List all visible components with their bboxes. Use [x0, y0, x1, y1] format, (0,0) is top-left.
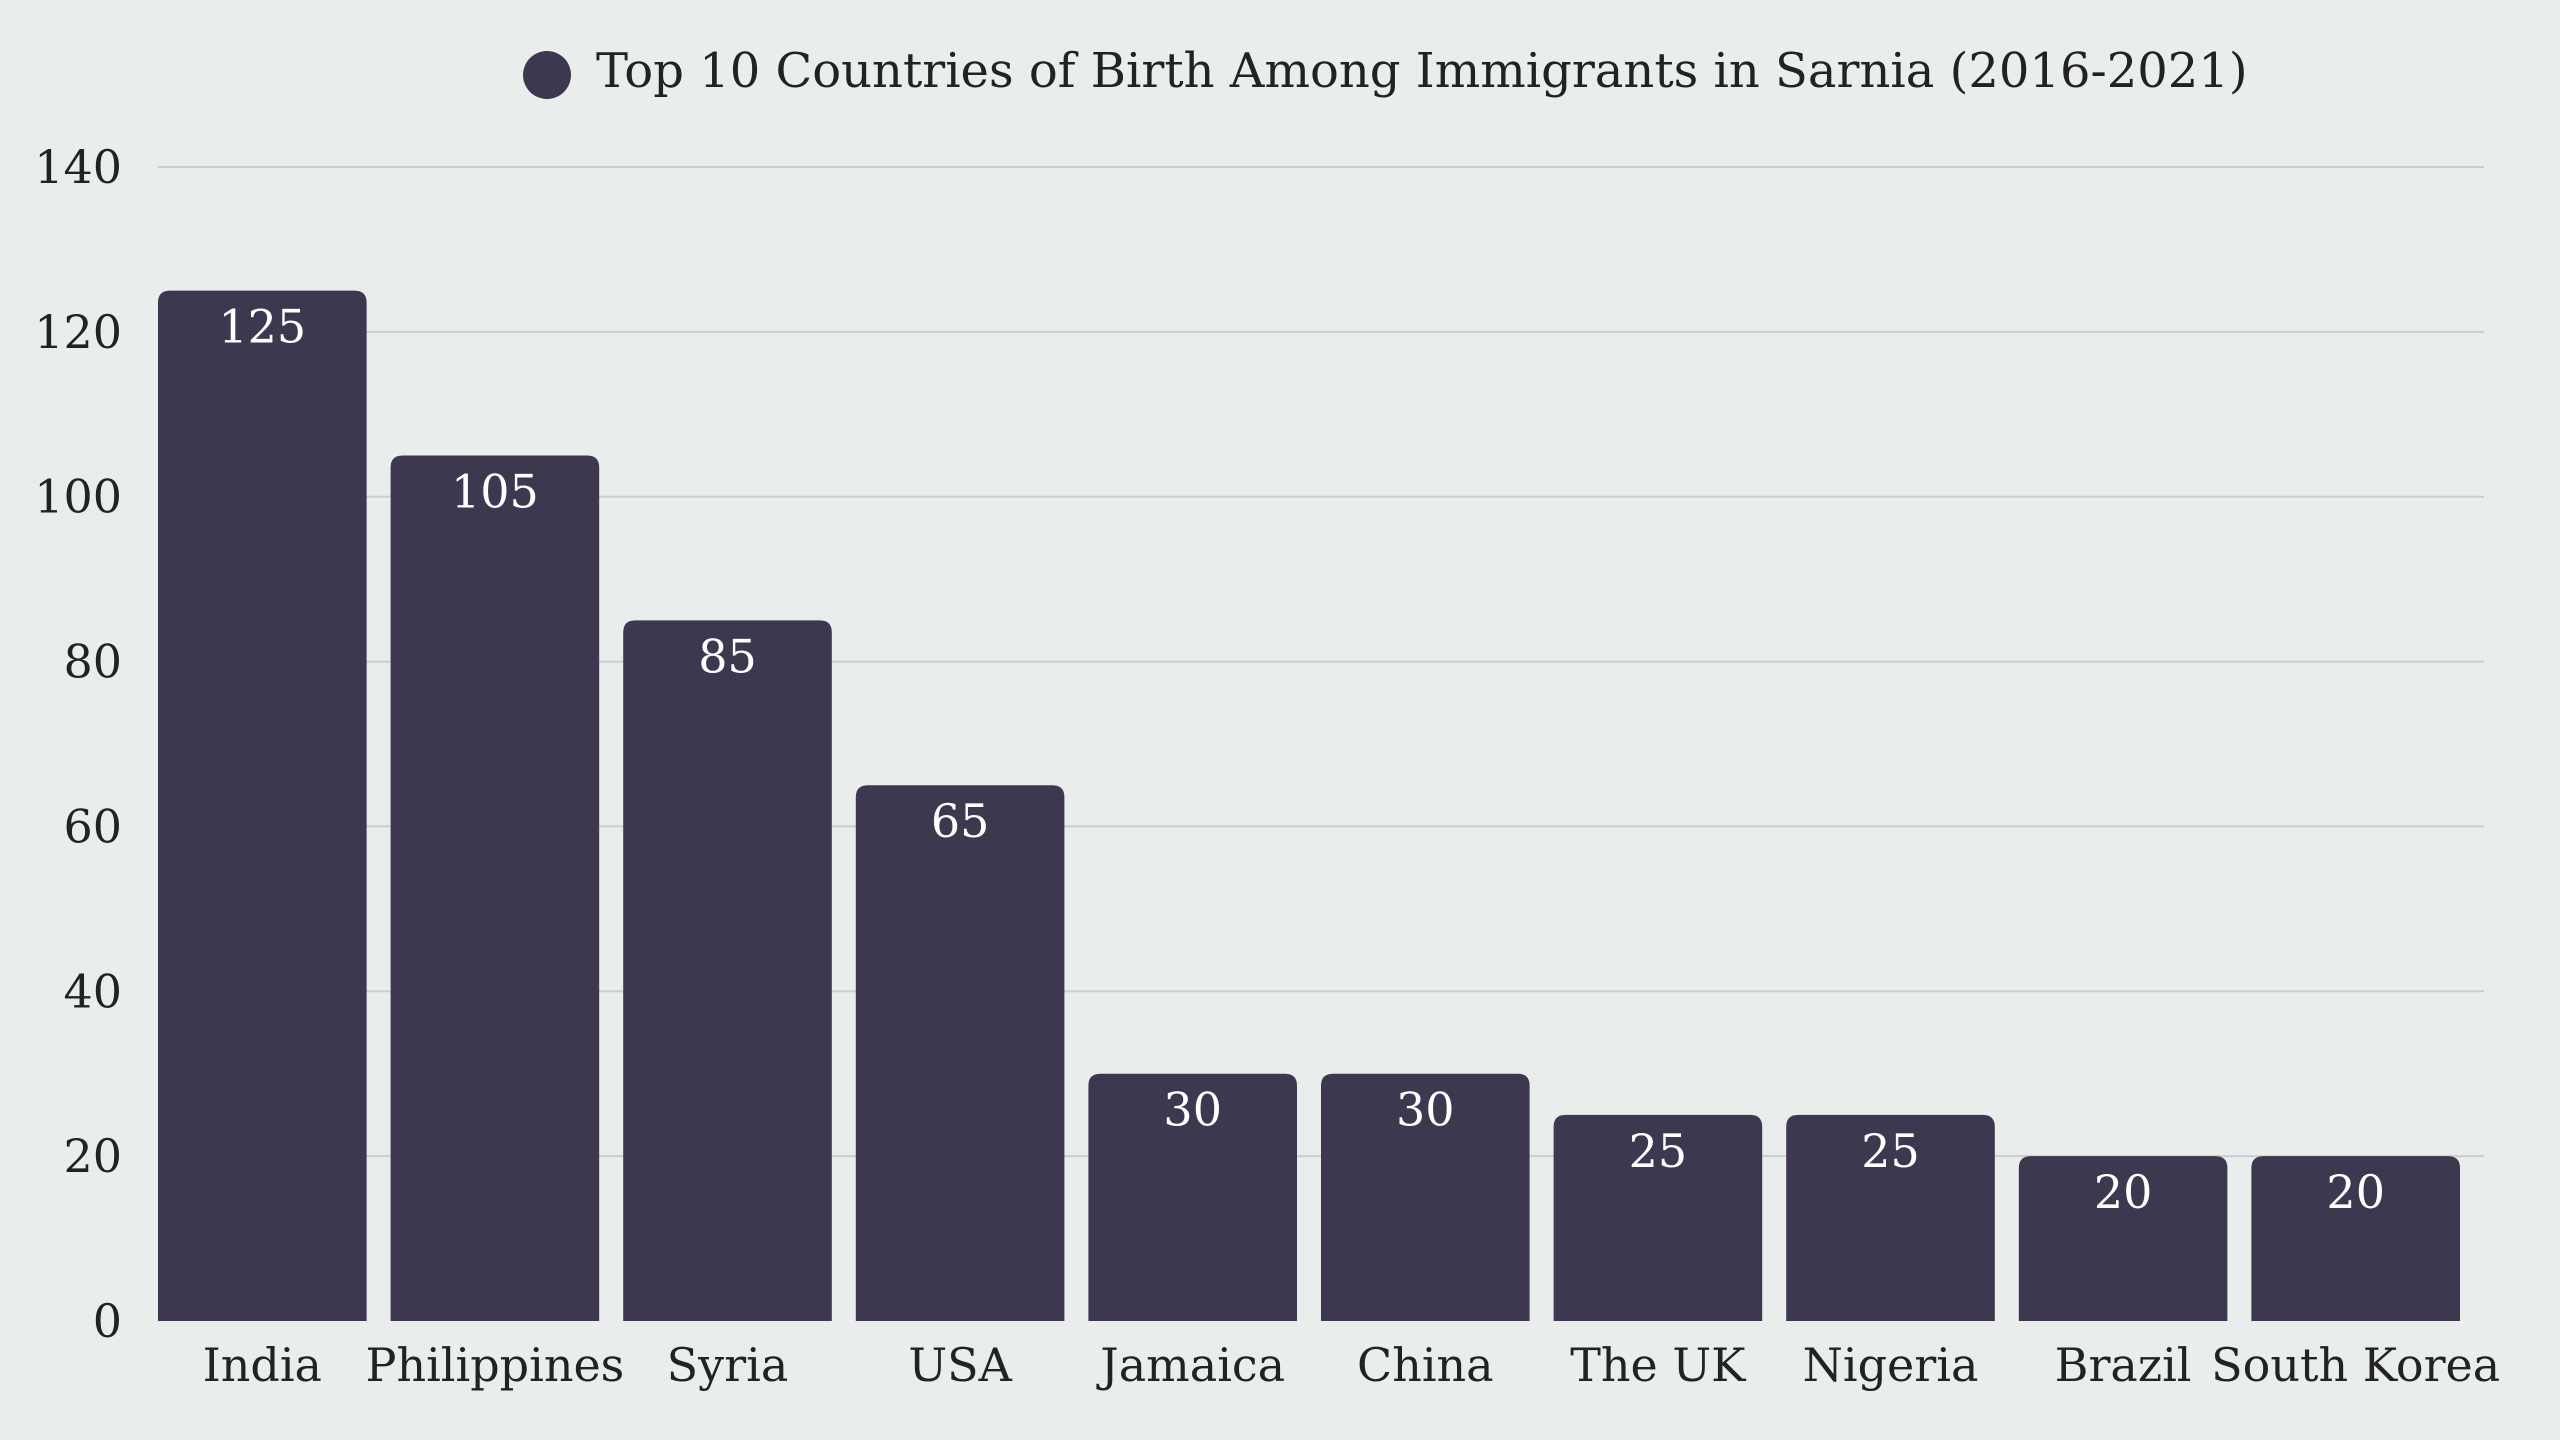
bar-usa	[855, 785, 1065, 1321]
x-tick-label: The UK	[1570, 1338, 1747, 1392]
bar-south-korea	[2251, 1156, 2460, 1321]
legend-label: Top 10 Countries of Birth Among Immigran…	[596, 43, 2248, 99]
bar-philippines	[390, 455, 600, 1321]
bar-jamaica	[1088, 1073, 1297, 1321]
x-tick-label: Syria	[667, 1338, 789, 1392]
bar-india	[158, 290, 367, 1322]
data-label: 105	[451, 465, 539, 519]
x-tick-label: Philippines	[366, 1338, 625, 1392]
data-label: 85	[698, 629, 757, 683]
data-label: 65	[931, 794, 990, 848]
x-tick-label: USA	[908, 1338, 1012, 1392]
bar-brazil	[2018, 1156, 2228, 1321]
legend: Top 10 Countries of Birth Among Immigran…	[523, 43, 2248, 99]
y-tick-label: 80	[63, 635, 122, 689]
bar-china	[1321, 1073, 1530, 1321]
x-tick-label: Brazil	[2055, 1338, 2192, 1392]
data-label: 25	[1629, 1124, 1688, 1178]
data-label: 30	[1396, 1083, 1455, 1137]
y-tick-label: 60	[63, 799, 122, 853]
bar-nigeria	[1786, 1114, 1995, 1321]
y-tick-label: 140	[34, 140, 122, 194]
data-label: 25	[1861, 1124, 1920, 1178]
x-tick-label: South Korea	[2211, 1338, 2500, 1392]
y-tick-label: 100	[34, 470, 122, 524]
x-tick-label: Nigeria	[1803, 1338, 1979, 1392]
y-axis: 0 20 40 60 80 100 120 140	[34, 140, 122, 1348]
x-tick-label: China	[1357, 1338, 1494, 1392]
bar-syria	[623, 620, 832, 1321]
data-label: 30	[1163, 1083, 1222, 1137]
bars: 125 105 85 65 30 30 25 25 20 20	[158, 290, 2460, 1322]
data-label: 20	[2326, 1165, 2385, 1219]
bar-the-uk	[1553, 1114, 1763, 1321]
y-tick-label: 20	[63, 1129, 122, 1183]
x-tick-label: Jamaica	[1096, 1338, 1285, 1392]
legend-swatch	[523, 51, 571, 99]
x-axis: India Philippines Syria USA Jamaica China The …	[203, 1338, 2501, 1392]
data-label: 20	[2094, 1165, 2153, 1219]
y-tick-label: 120	[34, 305, 122, 359]
y-tick-label: 40	[63, 964, 122, 1018]
x-tick-label: India	[203, 1338, 322, 1392]
data-label: 125	[218, 300, 306, 354]
y-tick-label: 0	[93, 1294, 122, 1348]
